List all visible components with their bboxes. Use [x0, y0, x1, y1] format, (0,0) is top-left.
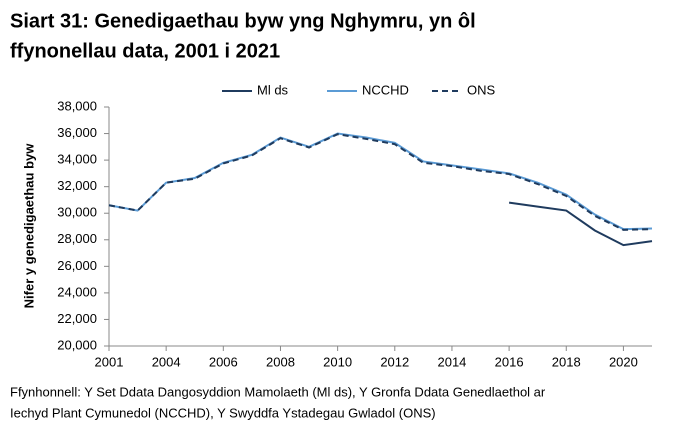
legend-label: NCCHD	[362, 82, 409, 97]
x-tick-label: 2008	[266, 354, 295, 369]
series-line	[508, 201, 653, 247]
y-tick-label: 30,000	[57, 205, 97, 220]
x-tick-label: 2014	[437, 354, 466, 369]
y-tick-label: 20,000	[57, 337, 97, 352]
y-tick-label: 34,000	[57, 152, 97, 167]
y-tick-label: 38,000	[57, 98, 97, 113]
x-tick-label: 2004	[152, 354, 181, 369]
x-tick-label: 2010	[323, 354, 352, 369]
chart-title: Siart 31: Genedigaethau byw yng Nghymru,…	[10, 10, 476, 32]
y-tick-label: 22,000	[57, 311, 97, 326]
x-tick-label: 2018	[552, 354, 581, 369]
y-tick-label: 28,000	[57, 231, 97, 246]
y-axis-title: Nifer y genedigaethau byw	[21, 143, 36, 309]
y-tick-label: 36,000	[57, 125, 97, 140]
chart-title: ffynonellau data, 2001 i 2021	[10, 40, 280, 62]
y-tick-label: 24,000	[57, 284, 97, 299]
x-tick-label: 2001	[95, 354, 124, 369]
series-line	[108, 133, 653, 231]
legend-label: Ml ds	[257, 82, 289, 97]
series-line	[108, 132, 653, 231]
y-tick-label: 26,000	[57, 258, 97, 273]
legend-label: ONS	[467, 82, 496, 97]
x-tick-label: 2016	[495, 354, 524, 369]
y-tick-label: 32,000	[57, 178, 97, 193]
x-tick-label: 2012	[380, 354, 409, 369]
source-note: Iechyd Plant Cymunedol (NCCHD), Y Swyddf…	[10, 405, 436, 420]
x-tick-label: 2020	[609, 354, 638, 369]
x-tick-label: 2006	[209, 354, 238, 369]
source-note: Ffynhonnell: Y Set Ddata Dangosyddion Ma…	[10, 384, 546, 399]
